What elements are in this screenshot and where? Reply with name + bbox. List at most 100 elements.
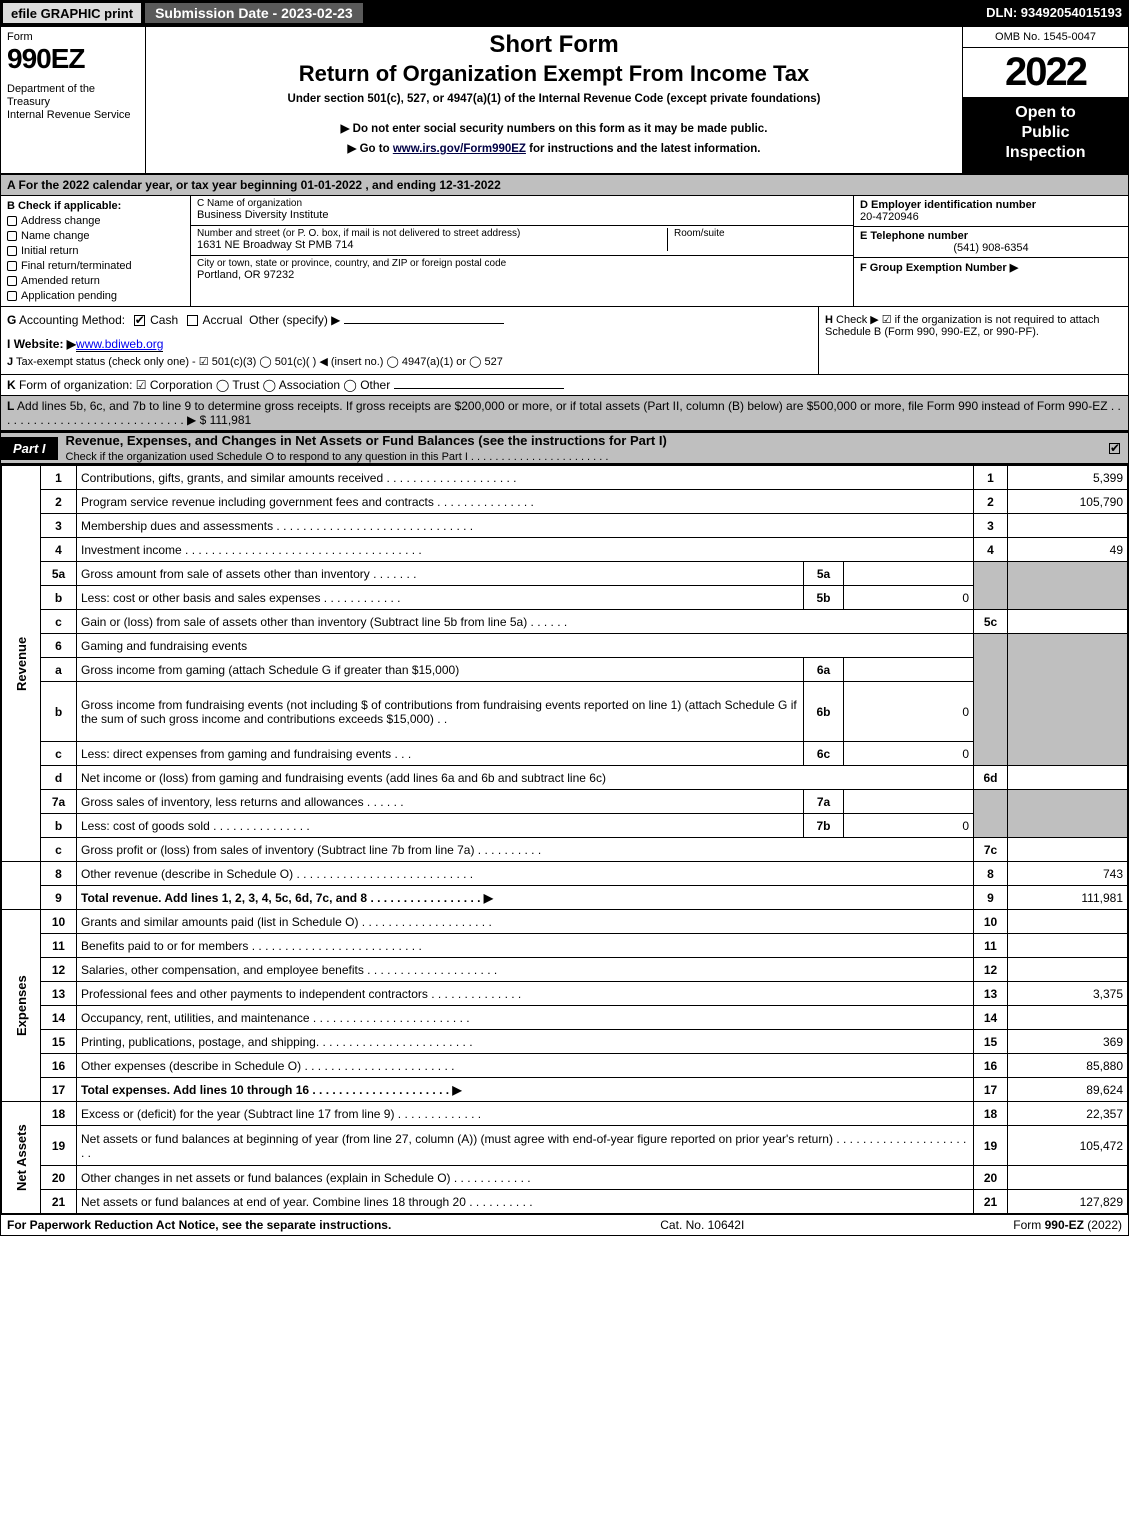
phone: (541) 908-6354: [860, 242, 1122, 254]
row-h: H Check ▶ ☑ if the organization is not r…: [818, 307, 1128, 374]
table-row: cLess: direct expenses from gaming and f…: [2, 742, 1128, 766]
goto-pre: ▶ Go to: [348, 143, 393, 155]
table-row: cGain or (loss) from sale of assets othe…: [2, 610, 1128, 634]
revenue-label: Revenue: [2, 466, 41, 862]
table-row: cGross profit or (loss) from sales of in…: [2, 838, 1128, 862]
table-row: Net Assets 18Excess or (deficit) for the…: [2, 1102, 1128, 1126]
table-row: 3Membership dues and assessments . . . .…: [2, 514, 1128, 538]
row-k: K Form of organization: ☑ Corporation ◯ …: [1, 375, 1128, 396]
table-row: Revenue 1Contributions, gifts, grants, a…: [2, 466, 1128, 490]
table-row: Expenses 10Grants and similar amounts pa…: [2, 910, 1128, 934]
tax-year: 2022: [963, 48, 1128, 97]
table-row: aGross income from gaming (attach Schedu…: [2, 658, 1128, 682]
omb-number: OMB No. 1545-0047: [963, 27, 1128, 48]
table-row: 21Net assets or fund balances at end of …: [2, 1190, 1128, 1214]
goto-post: for instructions and the latest informat…: [526, 143, 761, 155]
col-c: C Name of organization Business Diversit…: [191, 196, 853, 306]
checkbox-icon: [7, 291, 17, 301]
checkbox-address-change[interactable]: Address change: [7, 215, 184, 227]
c-label: C Name of organization: [197, 198, 847, 209]
col-def: D Employer identification number 20-4720…: [853, 196, 1128, 306]
table-row: 4Investment income . . . . . . . . . . .…: [2, 538, 1128, 562]
h-text: Check ▶ ☑ if the organization is not req…: [825, 314, 1100, 338]
b-label: Check if applicable:: [18, 200, 121, 212]
table-row: 16Other expenses (describe in Schedule O…: [2, 1054, 1128, 1078]
part-i-title: Revenue, Expenses, and Changes in Net As…: [66, 433, 667, 448]
table-row: 13Professional fees and other payments t…: [2, 982, 1128, 1006]
net-assets-label: Net Assets: [2, 1102, 41, 1214]
efile-print-label: efile GRAPHIC print: [1, 1, 143, 25]
goto-note: ▶ Go to www.irs.gov/Form990EZ for instru…: [152, 141, 956, 155]
table-row: 20Other changes in net assets or fund ba…: [2, 1166, 1128, 1190]
website-link[interactable]: www.bdiweb.org: [76, 337, 163, 352]
checkbox-icon: [7, 231, 17, 241]
table-row: bGross income from fundraising events (n…: [2, 682, 1128, 742]
schedule-o-checkbox[interactable]: [1109, 443, 1120, 454]
row-a: A For the 2022 calendar year, or tax yea…: [1, 175, 1128, 196]
part-i-header: Part I Revenue, Expenses, and Changes in…: [1, 431, 1128, 465]
checkbox-name-change[interactable]: Name change: [7, 230, 184, 242]
room-label: Room/suite: [674, 228, 847, 239]
table-row: 17Total expenses. Add lines 10 through 1…: [2, 1078, 1128, 1102]
org-name-block: C Name of organization Business Diversit…: [191, 196, 853, 226]
top-bar: efile GRAPHIC print Submission Date - 20…: [1, 1, 1128, 27]
under-section: Under section 501(c), 527, or 4947(a)(1)…: [152, 93, 956, 105]
checkbox-app-pending[interactable]: Application pending: [7, 290, 184, 302]
expenses-label: Expenses: [2, 910, 41, 1102]
open-public: Open to Public Inspection: [963, 97, 1128, 173]
checkbox-final-return[interactable]: Final return/terminated: [7, 260, 184, 272]
part-i-table: Revenue 1Contributions, gifts, grants, a…: [1, 465, 1128, 1214]
tax-exempt-status: Tax-exempt status (check only one) - ☑ 5…: [16, 356, 503, 368]
dln: DLN: 93492054015193: [980, 1, 1128, 25]
table-row: 5aGross amount from sale of assets other…: [2, 562, 1128, 586]
table-row: 7aGross sales of inventory, less returns…: [2, 790, 1128, 814]
form-label: Form: [7, 31, 139, 43]
table-row: 19Net assets or fund balances at beginni…: [2, 1126, 1128, 1166]
part-i-subtitle: Check if the organization used Schedule …: [66, 451, 609, 463]
submission-date: Submission Date - 2023-02-23: [143, 1, 365, 25]
checkbox-icon: [7, 246, 17, 256]
col-b: B Check if applicable: Address change Na…: [1, 196, 191, 306]
table-row: 9Total revenue. Add lines 1, 2, 3, 4, 5c…: [2, 886, 1128, 910]
checkbox-initial-return[interactable]: Initial return: [7, 245, 184, 257]
table-row: 6Gaming and fundraising events: [2, 634, 1128, 658]
table-row: 14Occupancy, rent, utilities, and mainte…: [2, 1006, 1128, 1030]
table-row: 15Printing, publications, postage, and s…: [2, 1030, 1128, 1054]
ssn-note: ▶ Do not enter social security numbers o…: [152, 121, 956, 135]
paperwork-notice: For Paperwork Reduction Act Notice, see …: [7, 1218, 391, 1232]
section-b-to-f: B Check if applicable: Address change Na…: [1, 196, 1128, 307]
street-block: Number and street (or P. O. box, if mail…: [191, 226, 853, 256]
checkbox-cash[interactable]: [134, 315, 145, 326]
checkbox-accrual[interactable]: [187, 315, 198, 326]
checkbox-amended[interactable]: Amended return: [7, 275, 184, 287]
city: Portland, OR 97232: [197, 269, 847, 281]
irs-link[interactable]: www.irs.gov/Form990EZ: [393, 143, 526, 155]
table-row: bLess: cost of goods sold . . . . . . . …: [2, 814, 1128, 838]
checkbox-icon: [7, 276, 17, 286]
ein-cell: D Employer identification number 20-4720…: [854, 196, 1128, 227]
header-right: OMB No. 1545-0047 2022 Open to Public In…: [963, 27, 1128, 173]
street: 1631 NE Broadway St PMB 714: [197, 239, 667, 251]
header-left: Form 990EZ Department of the Treasury In…: [1, 27, 146, 173]
table-row: 8Other revenue (describe in Schedule O) …: [2, 862, 1128, 886]
table-row: 2Program service revenue including gover…: [2, 490, 1128, 514]
table-row: bLess: cost or other basis and sales exp…: [2, 586, 1128, 610]
header-center: Short Form Return of Organization Exempt…: [146, 27, 963, 173]
row-g-h: G Accounting Method: Cash Accrual Other …: [1, 307, 1128, 375]
other-specify-input[interactable]: [344, 323, 504, 324]
header: Form 990EZ Department of the Treasury In…: [1, 27, 1128, 175]
return-title: Return of Organization Exempt From Incom…: [152, 61, 956, 87]
footer: For Paperwork Reduction Act Notice, see …: [1, 1214, 1128, 1235]
dept-treasury: Department of the Treasury Internal Reve…: [7, 83, 139, 123]
ein: 20-4720946: [860, 211, 1122, 223]
accounting-method: G Accounting Method: Cash Accrual Other …: [1, 307, 818, 374]
part-i-tab: Part I: [1, 437, 58, 460]
checkbox-icon: [7, 216, 17, 226]
form-ref: Form 990-EZ (2022): [1013, 1218, 1122, 1232]
checkbox-icon: [7, 261, 17, 271]
form-990ez: efile GRAPHIC print Submission Date - 20…: [0, 0, 1129, 1236]
org-name: Business Diversity Institute: [197, 209, 847, 221]
row-l: L Add lines 5b, 6c, and 7b to line 9 to …: [1, 396, 1128, 431]
short-form-title: Short Form: [152, 31, 956, 59]
form-number: 990EZ: [7, 43, 139, 75]
